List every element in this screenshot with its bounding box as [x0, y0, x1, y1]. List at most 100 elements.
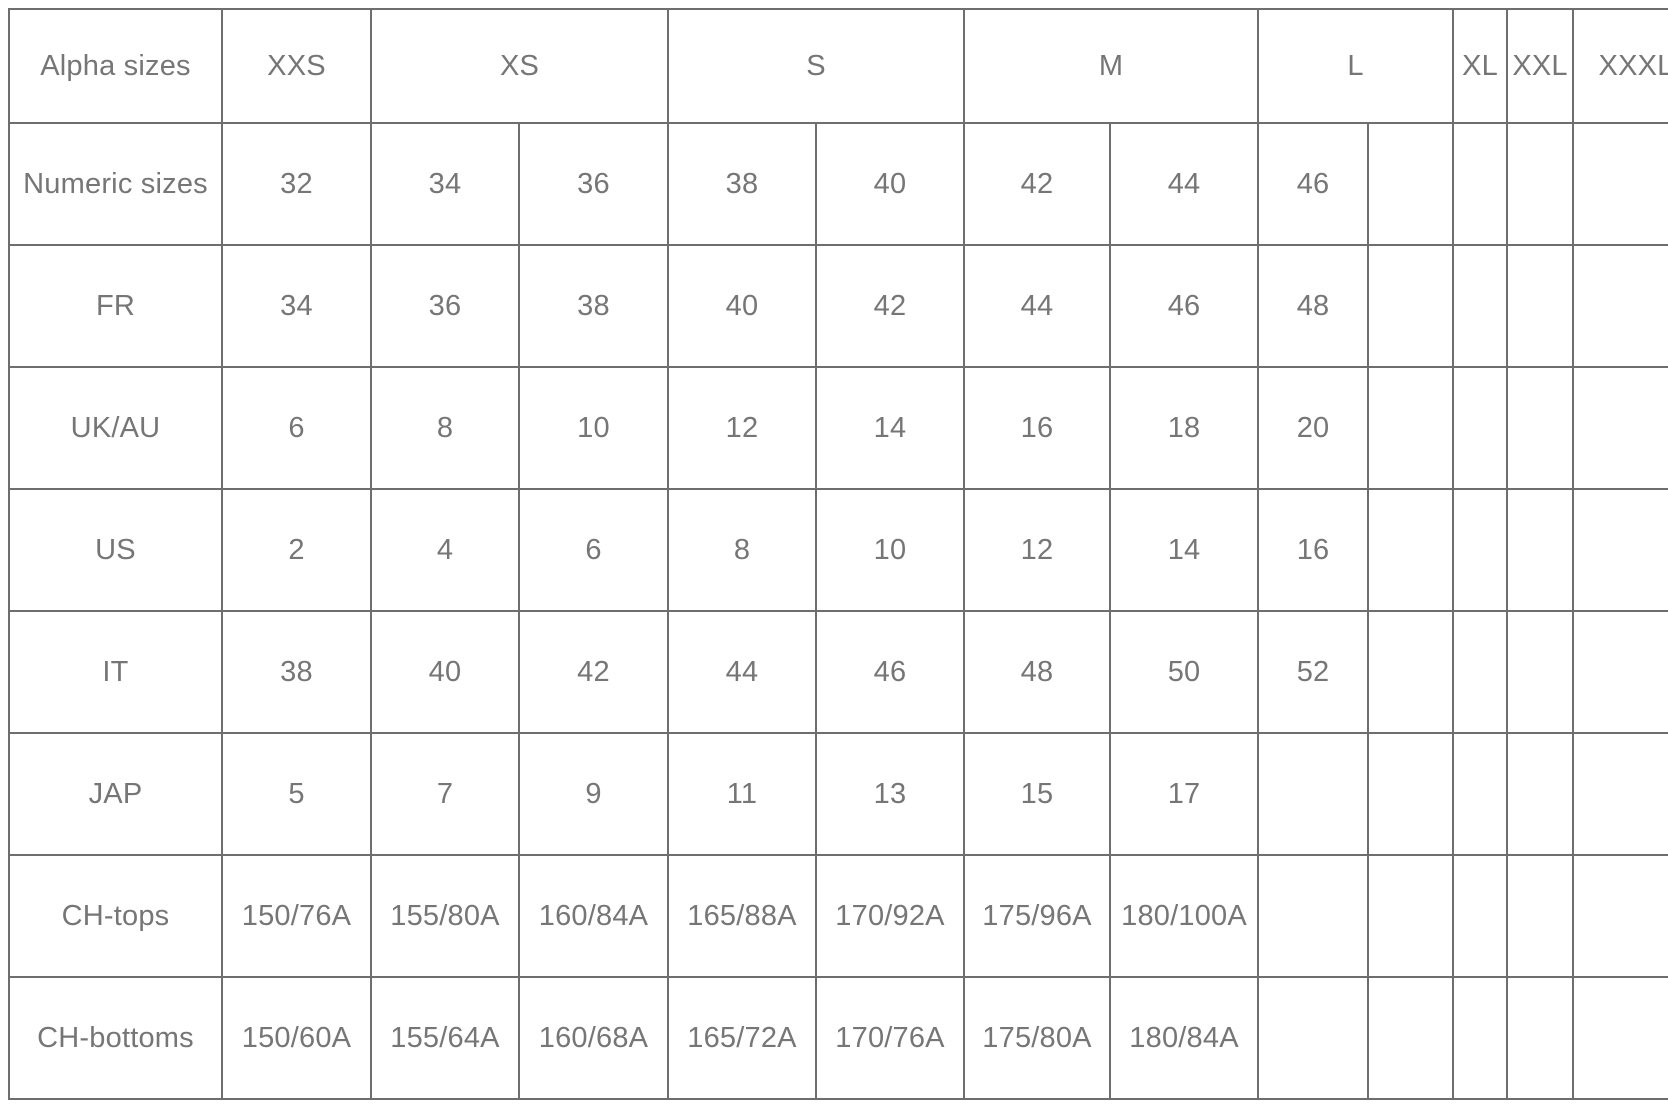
cell-fr-10	[1506, 244, 1575, 368]
cell-jap-11	[1572, 732, 1668, 856]
cell-ch-bottoms-7	[1257, 976, 1370, 1100]
cell-uk-au-7: 20	[1257, 366, 1370, 490]
cell-it-4: 46	[814, 610, 966, 734]
cell-fr-2: 38	[518, 244, 669, 368]
cell-uk-au-11	[1572, 366, 1668, 490]
cell-it-6: 50	[1109, 610, 1260, 734]
cell-it-0: 38	[221, 610, 372, 734]
cell-fr-9	[1452, 244, 1509, 368]
cell-it-8	[1367, 610, 1455, 734]
cell-ch-tops-10	[1506, 854, 1575, 978]
cell-us-7: 16	[1257, 488, 1370, 612]
cell-us-1: 4	[370, 488, 520, 612]
cell-it-10	[1506, 610, 1575, 734]
cell-numeric-sizes-9	[1452, 122, 1509, 246]
cell-fr-8	[1367, 244, 1455, 368]
cell-ch-bottoms-6: 180/84A	[1109, 976, 1260, 1100]
row-label-ch-tops: CH-tops	[8, 854, 223, 978]
header-row: Alpha sizes XXS XS S M L XL XXL XXXL	[8, 8, 1668, 124]
cell-ch-bottoms-5: 175/80A	[963, 976, 1112, 1100]
cell-fr-11	[1572, 244, 1668, 368]
cell-ch-tops-3: 165/88A	[667, 854, 817, 978]
table-row: US 2 4 6 8 10 12 14 16	[8, 488, 1668, 612]
cell-ch-tops-7	[1257, 854, 1370, 978]
cell-it-1: 40	[370, 610, 520, 734]
cell-jap-10	[1506, 732, 1575, 856]
row-label-us: US	[8, 488, 223, 612]
cell-ch-bottoms-2: 160/68A	[518, 976, 669, 1100]
cell-us-10	[1506, 488, 1575, 612]
cell-jap-8	[1367, 732, 1455, 856]
cell-ch-tops-0: 150/76A	[221, 854, 372, 978]
cell-us-2: 6	[518, 488, 669, 612]
table-row: CH-tops 150/76A 155/80A 160/84A 165/88A 170/9…	[8, 854, 1668, 978]
cell-uk-au-9	[1452, 366, 1509, 490]
row-label-ch-bottoms: CH-bottoms	[8, 976, 223, 1100]
cell-numeric-sizes-1: 34	[370, 122, 520, 246]
cell-jap-4: 13	[814, 732, 966, 856]
cell-ch-bottoms-4: 170/76A	[814, 976, 966, 1100]
cell-uk-au-0: 6	[221, 366, 372, 490]
cell-us-4: 10	[814, 488, 966, 612]
cell-us-0: 2	[221, 488, 372, 612]
cell-numeric-sizes-0: 32	[221, 122, 372, 246]
cell-numeric-sizes-3: 38	[667, 122, 817, 246]
cell-ch-tops-1: 155/80A	[370, 854, 520, 978]
row-label-numeric-sizes: Numeric sizes	[8, 122, 223, 246]
table-row: IT 38 40 42 44 46 48 50 52	[8, 610, 1668, 734]
row-label-it: IT	[8, 610, 223, 734]
cell-fr-4: 42	[814, 244, 966, 368]
cell-us-11	[1572, 488, 1668, 612]
cell-jap-9	[1452, 732, 1509, 856]
cell-jap-2: 9	[518, 732, 669, 856]
header-cell-m: M	[963, 8, 1260, 124]
row-label-jap: JAP	[8, 732, 223, 856]
cell-us-6: 14	[1109, 488, 1260, 612]
header-cell-xxs: XXS	[221, 8, 372, 124]
cell-ch-tops-6: 180/100A	[1109, 854, 1260, 978]
table-header: Alpha sizes XXS XS S M L XL XXL XXXL	[8, 8, 1668, 124]
header-cell-s: S	[666, 8, 966, 124]
cell-uk-au-5: 16	[963, 366, 1112, 490]
cell-it-2: 42	[518, 610, 669, 734]
table-row: CH-bottoms 150/60A 155/64A 160/68A 165/72A 17…	[8, 976, 1668, 1100]
cell-fr-1: 36	[370, 244, 520, 368]
cell-uk-au-1: 8	[370, 366, 520, 490]
cell-numeric-sizes-2: 36	[518, 122, 669, 246]
cell-us-5: 12	[963, 488, 1112, 612]
cell-us-3: 8	[667, 488, 817, 612]
cell-ch-bottoms-9	[1452, 976, 1509, 1100]
cell-ch-tops-5: 175/96A	[963, 854, 1112, 978]
cell-jap-7	[1257, 732, 1370, 856]
cell-fr-7: 48	[1257, 244, 1370, 368]
cell-ch-tops-9	[1452, 854, 1509, 978]
cell-fr-3: 40	[667, 244, 817, 368]
cell-uk-au-4: 14	[814, 366, 966, 490]
row-label-uk-au: UK/AU	[8, 366, 223, 490]
cell-us-8	[1367, 488, 1455, 612]
cell-jap-6: 17	[1109, 732, 1260, 856]
cell-numeric-sizes-5: 42	[963, 122, 1112, 246]
cell-it-3: 44	[667, 610, 817, 734]
cell-numeric-sizes-11	[1572, 122, 1668, 246]
cell-ch-bottoms-0: 150/60A	[221, 976, 372, 1100]
table-row: UK/AU 6 8 10 12 14 16 18 20	[8, 366, 1668, 490]
cell-uk-au-2: 10	[518, 366, 669, 490]
table-body: Numeric sizes 32 34 36 38 40 42 44 46 FR 34 36 38 40 4…	[8, 122, 1668, 1100]
cell-uk-au-3: 12	[667, 366, 817, 490]
cell-fr-5: 44	[963, 244, 1112, 368]
cell-fr-0: 34	[221, 244, 372, 368]
cell-ch-bottoms-8	[1367, 976, 1455, 1100]
header-cell-alpha-sizes: Alpha sizes	[8, 8, 223, 124]
cell-it-9	[1452, 610, 1509, 734]
table-row: Numeric sizes 32 34 36 38 40 42 44 46	[8, 122, 1668, 246]
cell-ch-tops-11	[1572, 854, 1668, 978]
header-cell-l: L	[1257, 8, 1455, 124]
header-cell-xxl: XXL	[1506, 8, 1575, 124]
cell-it-5: 48	[963, 610, 1112, 734]
cell-us-9	[1452, 488, 1509, 612]
header-cell-xs: XS	[370, 8, 669, 124]
row-label-fr: FR	[8, 244, 223, 368]
cell-it-7: 52	[1257, 610, 1370, 734]
cell-numeric-sizes-6: 44	[1109, 122, 1260, 246]
